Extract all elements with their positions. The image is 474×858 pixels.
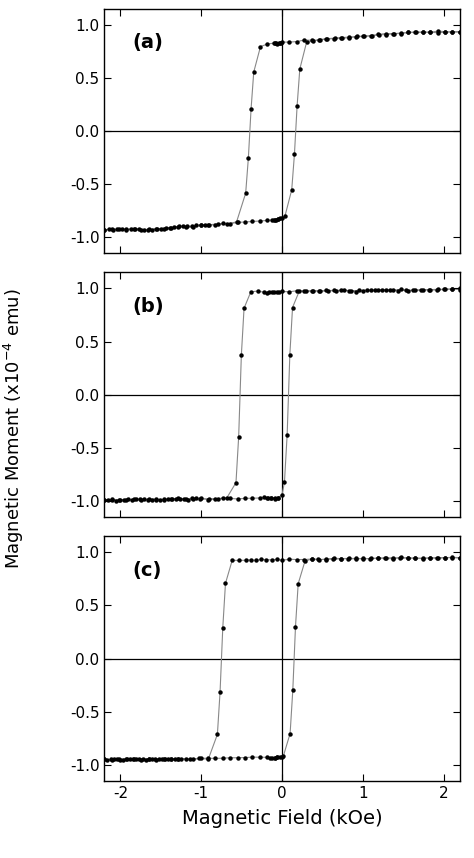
Text: Magnetic Moment (x10$^{-4}$ emu): Magnetic Moment (x10$^{-4}$ emu) xyxy=(2,289,26,569)
Text: (b): (b) xyxy=(133,297,164,316)
Text: (a): (a) xyxy=(133,33,164,52)
Text: (c): (c) xyxy=(133,561,162,580)
X-axis label: Magnetic Field (kOe): Magnetic Field (kOe) xyxy=(182,809,383,828)
